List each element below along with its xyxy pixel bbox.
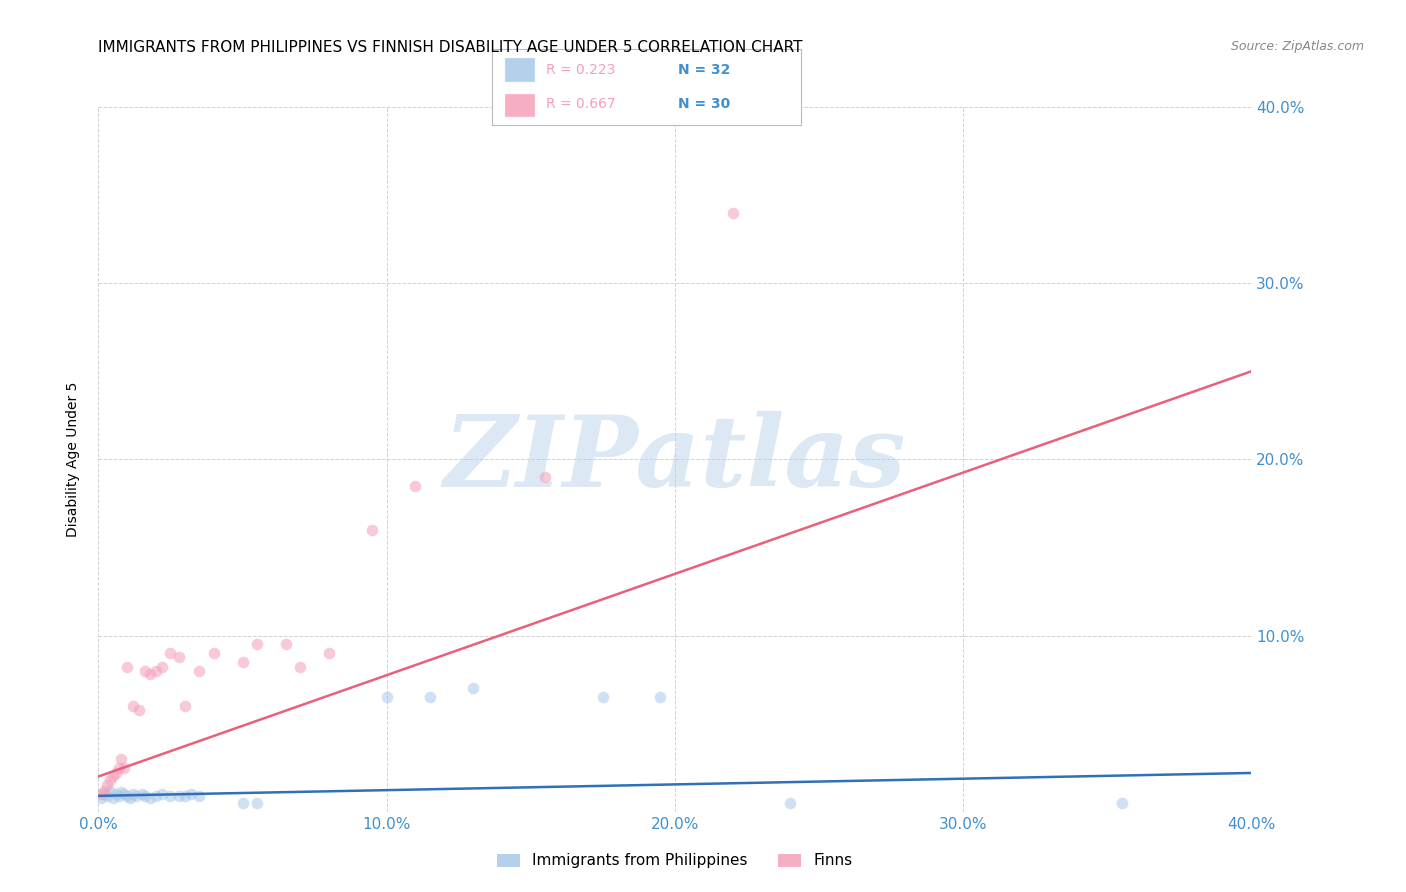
- Point: [139, 667, 162, 681]
- Point: [650, 690, 672, 705]
- Point: [246, 637, 269, 651]
- Text: ZIPatlas: ZIPatlas: [444, 411, 905, 508]
- Point: [122, 787, 145, 801]
- Point: [104, 766, 127, 780]
- Point: [375, 690, 398, 705]
- Point: [779, 796, 801, 810]
- Point: [107, 789, 129, 803]
- Point: [98, 783, 121, 797]
- Point: [188, 664, 211, 678]
- Point: [159, 789, 181, 803]
- Text: R = 0.223: R = 0.223: [546, 62, 616, 77]
- Point: [125, 789, 148, 803]
- Text: Source: ZipAtlas.com: Source: ZipAtlas.com: [1230, 40, 1364, 54]
- Point: [188, 789, 211, 803]
- Point: [167, 649, 190, 664]
- Point: [96, 778, 118, 792]
- Point: [98, 772, 121, 787]
- Point: [96, 789, 118, 803]
- Text: N = 30: N = 30: [678, 97, 730, 112]
- Point: [145, 789, 167, 803]
- Point: [93, 787, 115, 801]
- Point: [112, 761, 135, 775]
- Point: [110, 785, 132, 799]
- Point: [134, 789, 156, 803]
- Point: [90, 790, 112, 805]
- Point: [231, 655, 254, 669]
- Point: [174, 789, 197, 803]
- Point: [128, 702, 150, 716]
- Legend: Immigrants from Philippines, Finns: Immigrants from Philippines, Finns: [491, 847, 859, 874]
- Point: [117, 660, 139, 674]
- Text: N = 32: N = 32: [678, 62, 730, 77]
- Point: [167, 789, 190, 803]
- Text: R = 0.667: R = 0.667: [546, 97, 616, 112]
- Point: [290, 660, 312, 674]
- Point: [174, 699, 197, 714]
- Point: [120, 790, 142, 805]
- Point: [231, 796, 254, 810]
- Point: [131, 787, 153, 801]
- Point: [419, 690, 441, 705]
- Point: [318, 646, 340, 660]
- Point: [1111, 796, 1133, 810]
- Point: [107, 761, 129, 775]
- Bar: [505, 57, 536, 82]
- Point: [101, 790, 124, 805]
- Point: [592, 690, 614, 705]
- Bar: [505, 93, 536, 118]
- Point: [534, 470, 557, 484]
- Point: [110, 752, 132, 766]
- Point: [122, 699, 145, 714]
- Point: [159, 646, 181, 660]
- Point: [180, 787, 202, 801]
- Point: [90, 787, 112, 801]
- Point: [150, 660, 173, 674]
- Y-axis label: Disability Age Under 5: Disability Age Under 5: [66, 382, 80, 537]
- Point: [101, 769, 124, 784]
- Text: IMMIGRANTS FROM PHILIPPINES VS FINNISH DISABILITY AGE UNDER 5 CORRELATION CHART: IMMIGRANTS FROM PHILIPPINES VS FINNISH D…: [98, 40, 803, 55]
- Point: [112, 787, 135, 801]
- Point: [405, 479, 427, 493]
- Point: [93, 783, 115, 797]
- Point: [246, 796, 269, 810]
- Point: [721, 205, 744, 219]
- Point: [361, 523, 384, 537]
- Point: [461, 681, 484, 696]
- Point: [134, 664, 156, 678]
- Point: [145, 664, 167, 678]
- Point: [202, 646, 225, 660]
- Point: [274, 637, 297, 651]
- Point: [104, 787, 127, 801]
- Point: [117, 789, 139, 803]
- Point: [150, 787, 173, 801]
- Point: [139, 790, 162, 805]
